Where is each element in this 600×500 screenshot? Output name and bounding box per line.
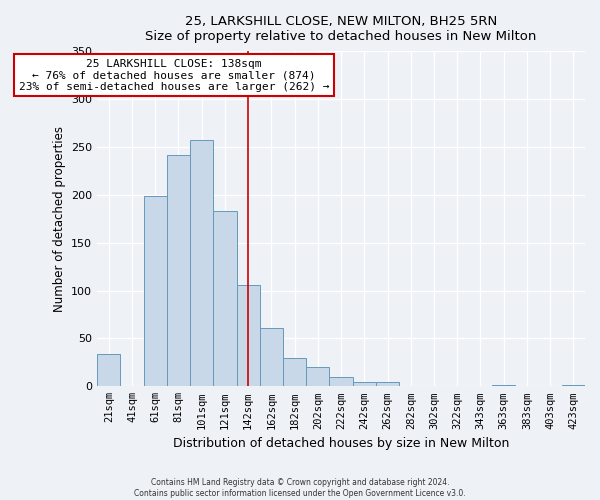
Title: 25, LARKSHILL CLOSE, NEW MILTON, BH25 5RN
Size of property relative to detached : 25, LARKSHILL CLOSE, NEW MILTON, BH25 5R…	[145, 15, 537, 43]
Bar	[236, 285, 260, 386]
Y-axis label: Number of detached properties: Number of detached properties	[53, 126, 65, 312]
Bar	[214, 211, 236, 386]
Bar	[376, 382, 399, 386]
Bar	[329, 376, 353, 386]
Bar	[97, 354, 121, 386]
X-axis label: Distribution of detached houses by size in New Milton: Distribution of detached houses by size …	[173, 437, 509, 450]
Text: 25 LARKSHILL CLOSE: 138sqm
← 76% of detached houses are smaller (874)
23% of sem: 25 LARKSHILL CLOSE: 138sqm ← 76% of deta…	[19, 59, 329, 92]
Bar	[167, 154, 190, 386]
Bar	[353, 382, 376, 386]
Bar	[260, 328, 283, 386]
Bar	[283, 358, 306, 386]
Bar	[190, 140, 214, 386]
Text: Contains HM Land Registry data © Crown copyright and database right 2024.
Contai: Contains HM Land Registry data © Crown c…	[134, 478, 466, 498]
Bar	[306, 367, 329, 386]
Bar	[143, 196, 167, 386]
